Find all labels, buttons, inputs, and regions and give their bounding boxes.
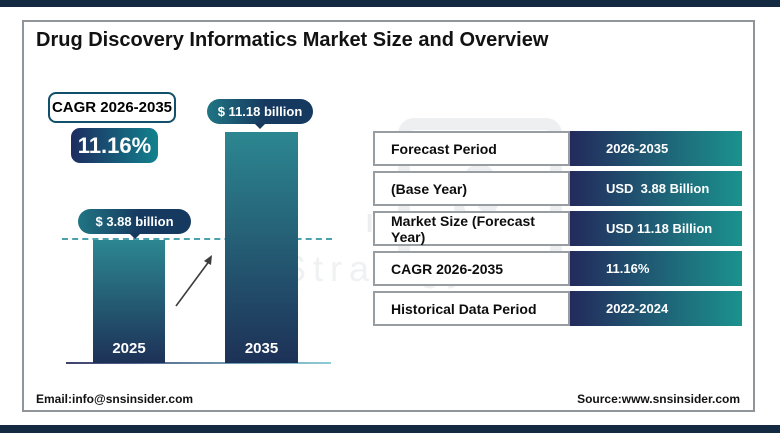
row-label-text: CAGR 2026-2035 xyxy=(391,260,504,277)
table-row: Historical Data Period 2022-2024 xyxy=(373,291,742,326)
row-label-forecast-period: Forecast Period xyxy=(373,131,570,166)
data-label-2025-text: $ 3.88 billion xyxy=(95,214,174,229)
cagr-period-badge: CAGR 2026-2035 xyxy=(48,92,176,123)
reference-dashed-line xyxy=(62,238,332,240)
row-label-text: Historical Data Period xyxy=(391,300,537,317)
table-row: Forecast Period 2026-2035 xyxy=(373,131,742,166)
row-value-cagr: 11.16% xyxy=(570,251,742,286)
row-label-base-year: (Base Year) xyxy=(373,171,570,206)
data-label-2035: $ 11.18 billion xyxy=(207,99,313,129)
row-value-text: 2026-2035 xyxy=(606,141,669,156)
cagr-value-label: 11.16% xyxy=(77,132,152,158)
bottom-brand-bar xyxy=(0,425,780,433)
row-label-cagr: CAGR 2026-2035 xyxy=(373,251,570,286)
growth-arrow-icon xyxy=(175,255,212,307)
row-value-text: USD 11.18 Billion xyxy=(606,221,713,236)
row-value-text: 2022-2024 xyxy=(606,301,669,316)
bar-2025-year-label: 2025 xyxy=(112,340,146,357)
row-label-historical-period: Historical Data Period xyxy=(373,291,570,326)
data-label-2025: $ 3.88 billion xyxy=(78,209,191,239)
cagr-period-label: CAGR 2026-2035 xyxy=(51,99,173,116)
table-row: CAGR 2026-2035 11.16% xyxy=(373,251,742,286)
content-frame xyxy=(22,20,755,412)
bar-2025: 2025 xyxy=(93,240,165,363)
chart-baseline xyxy=(66,362,331,364)
stats-table: Forecast Period 2026-2035 (Base Year) US… xyxy=(373,131,742,331)
bar-2035-year-label: 2035 xyxy=(244,340,279,357)
bar-2035: 2035 xyxy=(225,132,298,363)
cagr-value-badge: 11.16% xyxy=(71,128,158,163)
page-title: Drug Discovery Informatics Market Size a… xyxy=(36,29,549,51)
row-value-base-year: USD 3.88 Billion xyxy=(570,171,742,206)
footer-email: Email:info@snsinsider.com xyxy=(36,392,194,406)
row-label-text: Forecast Period xyxy=(391,140,497,157)
row-value-market-size: USD 11.18 Billion xyxy=(570,211,742,246)
row-value-historical-period: 2022-2024 xyxy=(570,291,742,326)
row-label-market-size: Market Size (Forecast Year) xyxy=(373,211,570,246)
footer-source: Source:www.snsinsider.com xyxy=(577,392,740,406)
row-label-text: Market Size (Forecast Year) xyxy=(391,212,535,245)
top-brand-bar xyxy=(0,0,780,7)
row-value-text: USD 3.88 Billion xyxy=(606,181,710,196)
row-label-text: (Base Year) xyxy=(391,180,468,197)
data-label-2035-text: $ 11.18 billion xyxy=(217,104,303,119)
table-row: Market Size (Forecast Year) USD 11.18 Bi… xyxy=(373,211,742,246)
row-value-text: 11.16% xyxy=(606,261,650,276)
row-value-forecast-period: 2026-2035 xyxy=(570,131,742,166)
table-row: (Base Year) USD 3.88 Billion xyxy=(373,171,742,206)
